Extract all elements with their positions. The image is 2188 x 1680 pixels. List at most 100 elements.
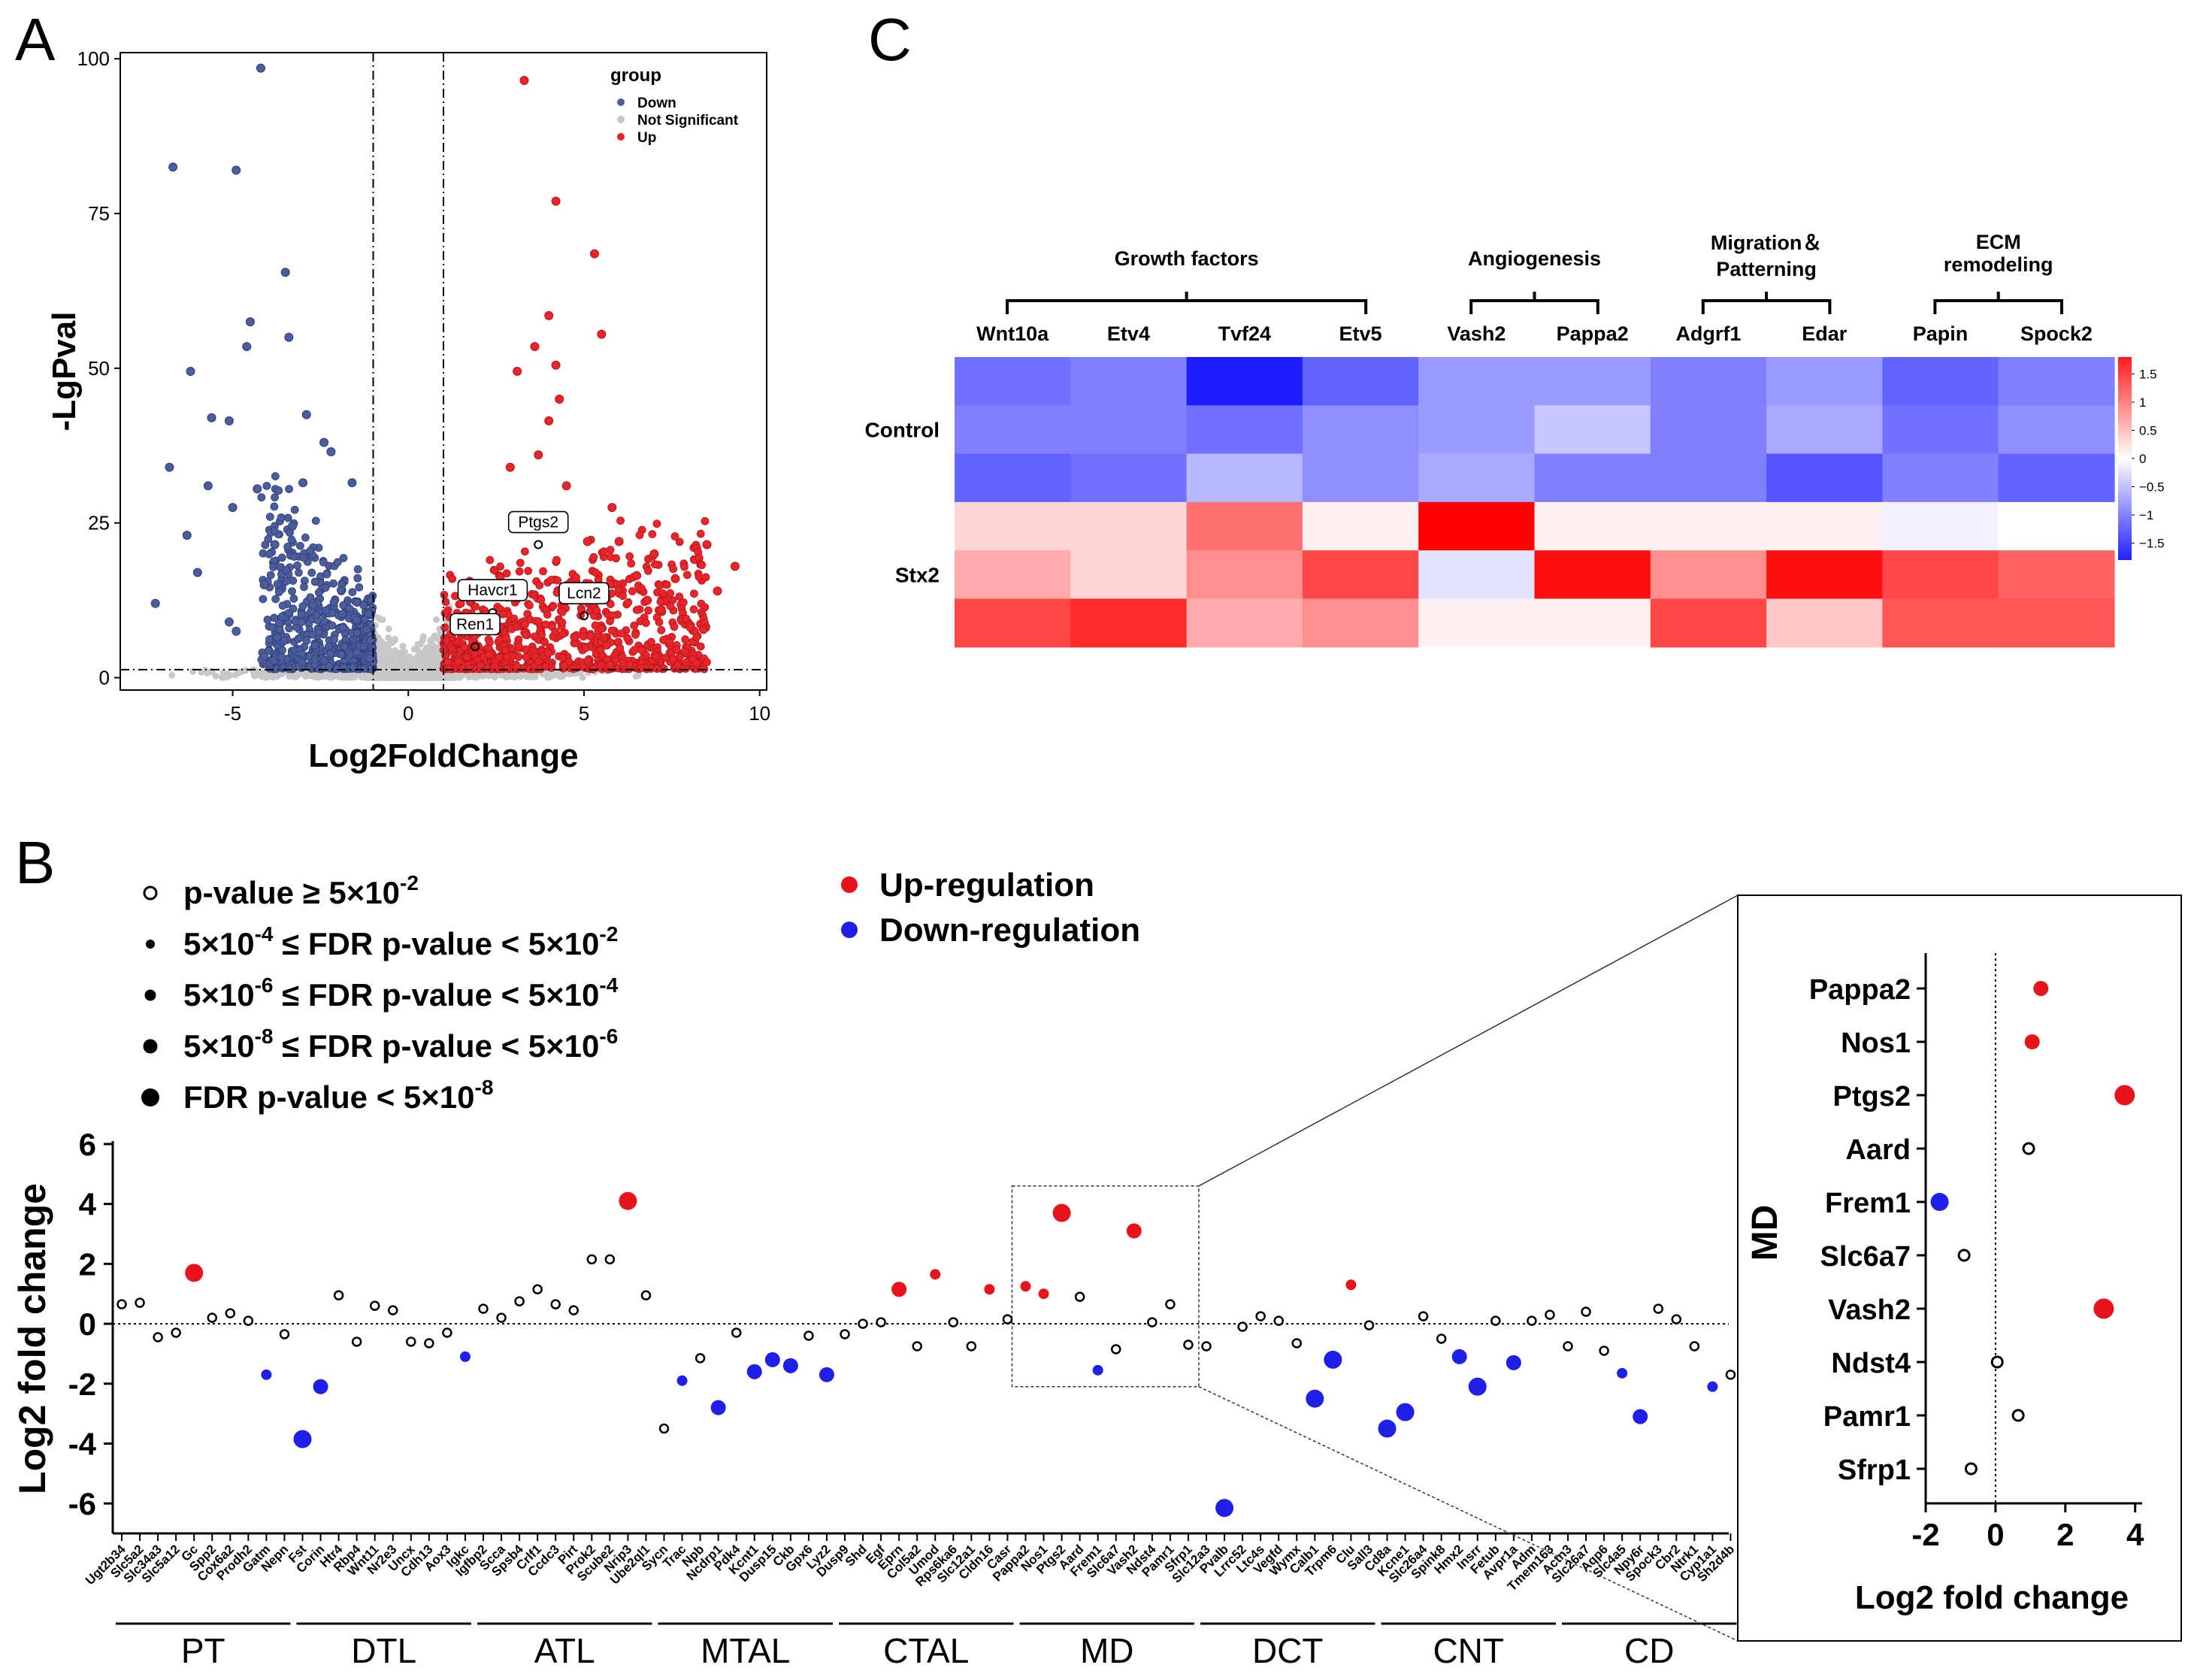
heatmap-cell xyxy=(1302,453,1419,503)
ns-point xyxy=(561,670,568,678)
gene-point xyxy=(1490,1315,1501,1326)
up-point xyxy=(643,566,652,575)
up-point xyxy=(503,664,512,673)
up-point xyxy=(673,661,682,670)
up-point xyxy=(597,625,606,634)
column-group-label: remodeling xyxy=(1944,253,2053,276)
down-point xyxy=(310,577,319,586)
down-point xyxy=(277,652,286,661)
gene-point xyxy=(731,1327,742,1338)
down-point-outlier xyxy=(168,162,178,172)
heatmap-cell xyxy=(1418,598,1536,648)
gene-point xyxy=(1215,1499,1234,1518)
ns-point xyxy=(385,634,392,641)
gene-point xyxy=(351,1336,362,1347)
down-point xyxy=(271,472,280,480)
up-point xyxy=(558,629,567,638)
heatmap-cell xyxy=(1650,453,1767,503)
inset-point xyxy=(2033,981,2049,996)
heatmap-cell xyxy=(1766,598,1883,648)
up-point xyxy=(689,605,698,614)
colorbar-tick-label: 0.5 xyxy=(2139,424,2157,438)
heatmap-cell xyxy=(1534,501,1651,551)
heatmap-column-label: Pappa2 xyxy=(1557,322,1629,345)
ns-point xyxy=(550,672,558,680)
y-tick-label: -4 xyxy=(68,1426,97,1461)
down-point xyxy=(287,535,296,544)
panel-b-gene-dotplot: p-value ≥ 5×10-2 5×10-4 ≤ FDR p-value < 5… xyxy=(11,867,1739,1670)
gene-point xyxy=(243,1315,254,1326)
heatmap-cell xyxy=(1650,598,1767,648)
segment-label: DTL xyxy=(351,1631,416,1670)
up-point xyxy=(669,565,678,574)
y-tick-label: 4 xyxy=(79,1187,97,1222)
heatmap-cell xyxy=(1186,405,1303,455)
up-point xyxy=(537,595,546,604)
heatmap-cell xyxy=(1534,405,1651,455)
gene-point xyxy=(695,1353,706,1364)
up-point xyxy=(608,611,617,620)
gene-point xyxy=(966,1341,977,1352)
legend-color-marker xyxy=(841,876,858,893)
down-point xyxy=(314,588,323,597)
down-point xyxy=(353,574,362,583)
heatmap-cell xyxy=(1302,405,1419,455)
up-point-outlier xyxy=(632,571,642,580)
ns-point xyxy=(255,668,262,676)
up-point xyxy=(592,606,601,615)
heatmap-cell xyxy=(1070,453,1188,503)
gene-point xyxy=(1126,1223,1142,1239)
down-point xyxy=(274,486,283,495)
ns-point xyxy=(544,674,552,681)
down-point xyxy=(285,485,293,493)
x-tick-label: 0 xyxy=(403,702,413,725)
ns-point xyxy=(403,674,410,681)
legend-size-marker xyxy=(146,940,155,949)
up-point-outlier xyxy=(561,481,571,491)
gene-point xyxy=(586,1254,598,1265)
x-tick-label: -5 xyxy=(224,702,241,725)
heatmap-cell xyxy=(955,501,1071,551)
colorbar-tick-label: 1 xyxy=(2139,395,2146,410)
heatmap-cell xyxy=(1418,453,1536,503)
gene-point xyxy=(514,1296,525,1306)
legend-size-label: 5×10-6 ≤ FDR p-value < 5×10-4 xyxy=(183,973,619,1013)
up-point-outlier xyxy=(513,367,522,376)
down-point xyxy=(309,601,318,610)
ns-point xyxy=(565,670,573,678)
legend-size-label: FDR p-value < 5×10-8 xyxy=(183,1076,493,1115)
gene-point xyxy=(1363,1320,1375,1330)
ns-point xyxy=(434,636,442,643)
gene-point xyxy=(1653,1303,1663,1314)
heatmap-column-label: Etv5 xyxy=(1339,322,1382,345)
x-axis-title: Log2FoldChange xyxy=(308,737,578,774)
up-point xyxy=(618,658,627,667)
ns-point xyxy=(383,674,390,681)
down-point xyxy=(280,636,289,645)
down-point-outlier xyxy=(298,478,308,488)
up-point xyxy=(551,627,560,636)
down-point xyxy=(339,601,348,610)
up-point-outlier xyxy=(544,310,554,320)
down-point-outlier xyxy=(182,531,192,540)
y-tick-label: 0 xyxy=(79,1306,96,1342)
up-point xyxy=(471,649,479,658)
gene-point xyxy=(225,1308,236,1318)
down-point xyxy=(277,553,286,562)
y-tick-label: 75 xyxy=(88,202,110,225)
colorbar-tick-label: 1.5 xyxy=(2139,368,2157,382)
down-point xyxy=(355,583,364,592)
gene-point xyxy=(891,1282,907,1297)
heatmap-cell xyxy=(1882,453,1999,503)
up-point xyxy=(636,664,645,673)
down-point xyxy=(272,664,281,674)
up-point-outlier xyxy=(614,537,624,546)
inset-gene-label: Ndst4 xyxy=(1831,1348,1911,1379)
up-point xyxy=(616,643,625,652)
down-point xyxy=(353,628,362,637)
down-point-outlier xyxy=(232,626,241,636)
heatmap-column-label: Wnt10a xyxy=(976,322,1049,345)
gene-point xyxy=(1183,1339,1194,1350)
ns-point xyxy=(397,649,404,656)
gene-point xyxy=(604,1254,616,1265)
